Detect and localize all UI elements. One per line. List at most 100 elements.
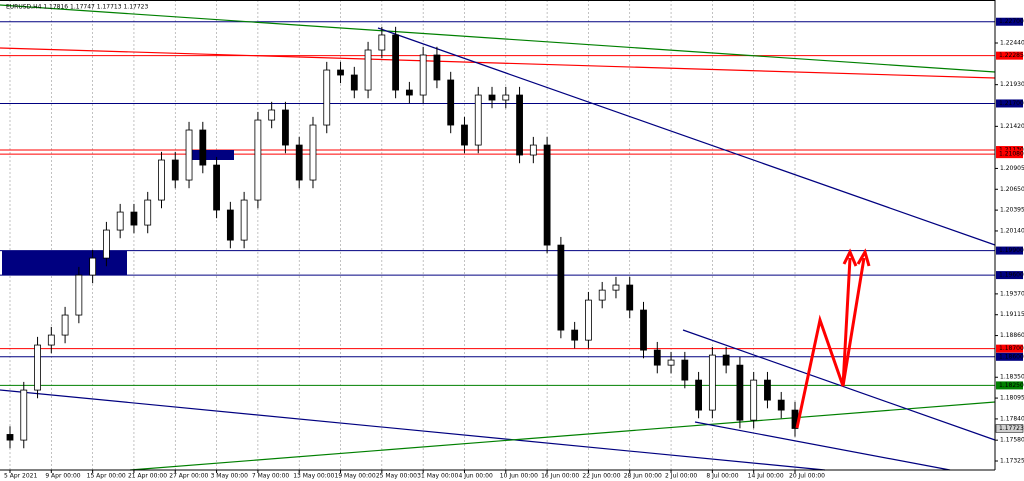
x-tick-label: 16 Jun 00:00 xyxy=(541,473,579,480)
x-tick-label: 25 May 00:00 xyxy=(376,473,417,480)
arrow-head xyxy=(856,248,871,267)
candle-body xyxy=(433,54,441,81)
price-tag xyxy=(995,424,1024,433)
candle-body xyxy=(199,129,207,166)
x-tick-label: 20 Jul 00:00 xyxy=(789,473,825,480)
level-label: 1.21080 xyxy=(999,151,1024,158)
level-tag xyxy=(996,17,1023,26)
y-tick-label: 1.20140 xyxy=(1000,227,1024,234)
trend-line xyxy=(377,27,996,246)
level-label: 1.18600 xyxy=(999,353,1024,360)
candle-body xyxy=(419,54,427,96)
candle-body xyxy=(350,74,358,91)
x-tick-label: 2 Jul 00:00 xyxy=(665,473,697,480)
x-tick-label: 13 May 00:00 xyxy=(293,473,334,480)
y-tick-label: 1.19370 xyxy=(1000,290,1024,297)
trend-line xyxy=(0,4,996,73)
arrow-head xyxy=(842,248,858,267)
candle-body xyxy=(640,309,647,351)
candle-body xyxy=(47,334,55,346)
y-tick-label: 1.17325 xyxy=(1000,458,1024,465)
candle-body xyxy=(213,164,220,211)
level-tag xyxy=(996,99,1023,108)
x-tick-label: 8 Jul 00:00 xyxy=(706,473,738,480)
candle-body xyxy=(516,94,523,156)
y-tick-label: 1.21930 xyxy=(1000,81,1024,88)
projection-arrow xyxy=(795,257,852,429)
y-tick-label: 1.18350 xyxy=(1000,374,1024,381)
candle-body xyxy=(185,129,193,181)
y-tick-label: 1.22440 xyxy=(1000,39,1024,46)
x-tick-label: 10 Jun 00:00 xyxy=(500,473,538,480)
candle-body xyxy=(502,94,510,101)
trend-line xyxy=(694,421,951,471)
level-label: 1.19900 xyxy=(999,247,1024,254)
y-tick-label: 1.17580 xyxy=(1000,437,1024,444)
level-label: 1.18700 xyxy=(999,345,1024,352)
level-tag xyxy=(996,344,1023,353)
grid xyxy=(0,0,995,470)
trend-line xyxy=(129,401,996,471)
candle-body xyxy=(116,211,124,231)
x-tick-label: 31 May 00:00 xyxy=(417,473,458,480)
candle-body xyxy=(612,284,620,291)
projection-arrow xyxy=(841,257,866,387)
candle-body xyxy=(708,354,716,411)
candle-body xyxy=(337,69,344,76)
level-tag xyxy=(996,150,1023,159)
candle-body xyxy=(226,209,234,241)
candle-body xyxy=(722,354,730,366)
x-tick-label: 19 May 00:00 xyxy=(335,473,376,480)
candle-body xyxy=(130,211,138,226)
candle-body xyxy=(295,144,303,181)
candle-body xyxy=(681,359,689,381)
arrows xyxy=(795,248,871,429)
level-tag xyxy=(996,146,1023,155)
candle-body xyxy=(571,329,579,341)
candle-body xyxy=(736,364,744,421)
level-tag xyxy=(996,352,1023,361)
candle-body xyxy=(61,314,69,336)
candle-body xyxy=(309,124,317,181)
y-tick-label: 1.20905 xyxy=(1000,165,1024,172)
candle-body xyxy=(75,274,83,316)
y-tick-label: 1.18860 xyxy=(1000,332,1024,339)
candle-body xyxy=(764,379,771,401)
candle-body xyxy=(103,229,110,259)
level-tag xyxy=(996,271,1023,280)
level-label: 1.19600 xyxy=(999,272,1024,279)
level-label: 1.21700 xyxy=(999,100,1024,107)
candle-body xyxy=(171,159,179,181)
candle-body xyxy=(240,199,248,241)
x-tick-label: 9 Apr 00:00 xyxy=(45,473,80,480)
level-label: 1.22700 xyxy=(999,18,1024,25)
candle-body xyxy=(89,257,97,276)
level-tag xyxy=(996,246,1023,255)
x-tick-label: 4 Jun 00:00 xyxy=(458,473,492,480)
trend-line xyxy=(0,389,826,471)
x-tick-label: 5 Apr 2021 xyxy=(4,473,37,480)
x-tick-label: 7 May 00:00 xyxy=(252,473,290,480)
price-label: 1.17723 xyxy=(999,425,1024,432)
candle-body xyxy=(282,109,289,146)
candle-body xyxy=(34,344,41,391)
level-label: 1.22285 xyxy=(999,52,1024,59)
trend-line xyxy=(0,47,996,79)
candle-body xyxy=(777,399,785,411)
level-label: 1.21130 xyxy=(999,147,1024,154)
x-tick-label: 15 Apr 00:00 xyxy=(87,473,126,480)
level-tag xyxy=(996,51,1023,60)
candle-body xyxy=(20,389,28,441)
candle-body xyxy=(461,124,468,146)
candle-body xyxy=(695,379,702,411)
y-tick-label: 1.20650 xyxy=(1000,186,1024,193)
x-tick-label: 22 Jun 00:00 xyxy=(582,473,620,480)
plot-area xyxy=(6,26,799,449)
candle-body xyxy=(6,434,14,441)
chart-title: EURUSD,H4 1.17816 1.17747 1.17713 1.1772… xyxy=(6,4,148,11)
level-label: 1.18250 xyxy=(999,382,1024,389)
candle-body xyxy=(626,284,634,311)
